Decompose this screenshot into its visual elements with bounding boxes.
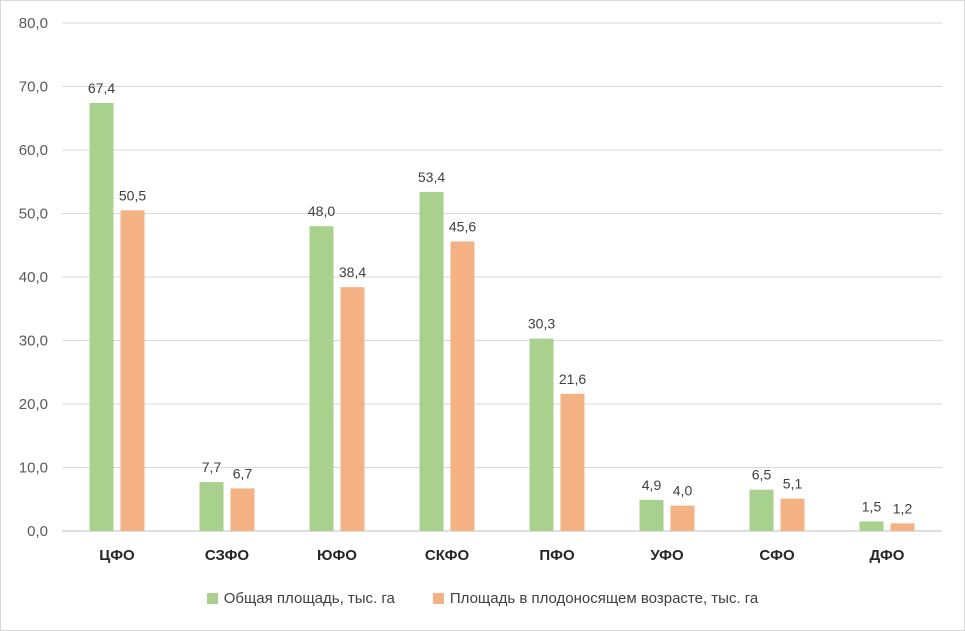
legend-swatch-total-area [206, 593, 218, 604]
x-category-label: ДФО [870, 547, 905, 564]
data-label: 5,1 [783, 476, 803, 492]
y-tick-label: 50,0 [19, 206, 48, 223]
data-label: 6,7 [233, 465, 253, 481]
y-tick-label: 0,0 [27, 523, 48, 540]
x-category-label: СКФО [425, 547, 470, 564]
x-category-label: СЗФО [205, 547, 249, 564]
bar-total-area [859, 521, 884, 531]
x-category-label: ПФО [539, 547, 575, 564]
legend-item-total-area: Общая площадь, тыс. га [206, 590, 395, 607]
data-label: 7,7 [202, 459, 222, 475]
bar-total-area [309, 226, 334, 531]
legend-label-total-area: Общая площадь, тыс. га [223, 590, 395, 607]
labels-layer: 0,0 10,0 20,0 30,0 40,0 50,0 60,0 70,0 80,0 67,4 5… [19, 15, 913, 564]
bar-total-area [419, 191, 444, 531]
data-label: 1,2 [893, 500, 913, 516]
data-label: 50,5 [119, 187, 146, 203]
bar-fruiting-area [340, 287, 365, 531]
data-label: 21,6 [559, 371, 586, 387]
data-label: 45,6 [449, 218, 476, 234]
x-category-label: ЮФО [317, 547, 357, 564]
data-label: 6,5 [752, 467, 772, 483]
x-category-label: ЦФО [99, 547, 135, 564]
bars-layer [89, 103, 915, 531]
bar-total-area [529, 338, 554, 531]
data-label: 1,5 [862, 498, 882, 514]
legend: Общая площадь, тыс. га Площадь в плодоно… [0, 590, 965, 607]
data-label: 4,9 [642, 477, 662, 493]
y-tick-label: 40,0 [19, 269, 48, 286]
data-label: 38,4 [339, 264, 366, 280]
bar-fruiting-area [230, 488, 255, 531]
bar-fruiting-area [780, 498, 805, 531]
y-tick-label: 30,0 [19, 333, 48, 350]
bar-total-area [639, 499, 664, 531]
y-tick-label: 80,0 [19, 15, 48, 32]
grid-layer [62, 22, 942, 532]
data-label: 4,0 [673, 483, 693, 499]
bar-total-area [749, 489, 774, 531]
bar-fruiting-area [890, 523, 915, 531]
legend-swatch-fruiting-area [432, 593, 444, 604]
data-label: 67,4 [88, 80, 115, 96]
data-label: 30,3 [528, 316, 555, 332]
y-tick-label: 10,0 [19, 460, 48, 477]
bar-fruiting-area [120, 210, 145, 531]
x-category-label: СФО [759, 547, 795, 564]
data-label: 48,0 [308, 203, 335, 219]
y-tick-label: 60,0 [19, 142, 48, 159]
bar-fruiting-area [450, 241, 475, 531]
bar-total-area [199, 482, 224, 531]
x-category-label: УФО [650, 547, 684, 564]
bar-fruiting-area [670, 505, 695, 531]
legend-label-fruiting-area: Площадь в плодоносящем возрасте, тыс. га [449, 590, 759, 607]
bar-total-area [89, 103, 114, 531]
bar-fruiting-area [560, 393, 585, 531]
legend-item-fruiting-area: Площадь в плодоносящем возрасте, тыс. га [432, 590, 759, 607]
y-tick-label: 20,0 [19, 396, 48, 413]
y-tick-label: 70,0 [19, 79, 48, 96]
data-label: 53,4 [418, 169, 445, 185]
